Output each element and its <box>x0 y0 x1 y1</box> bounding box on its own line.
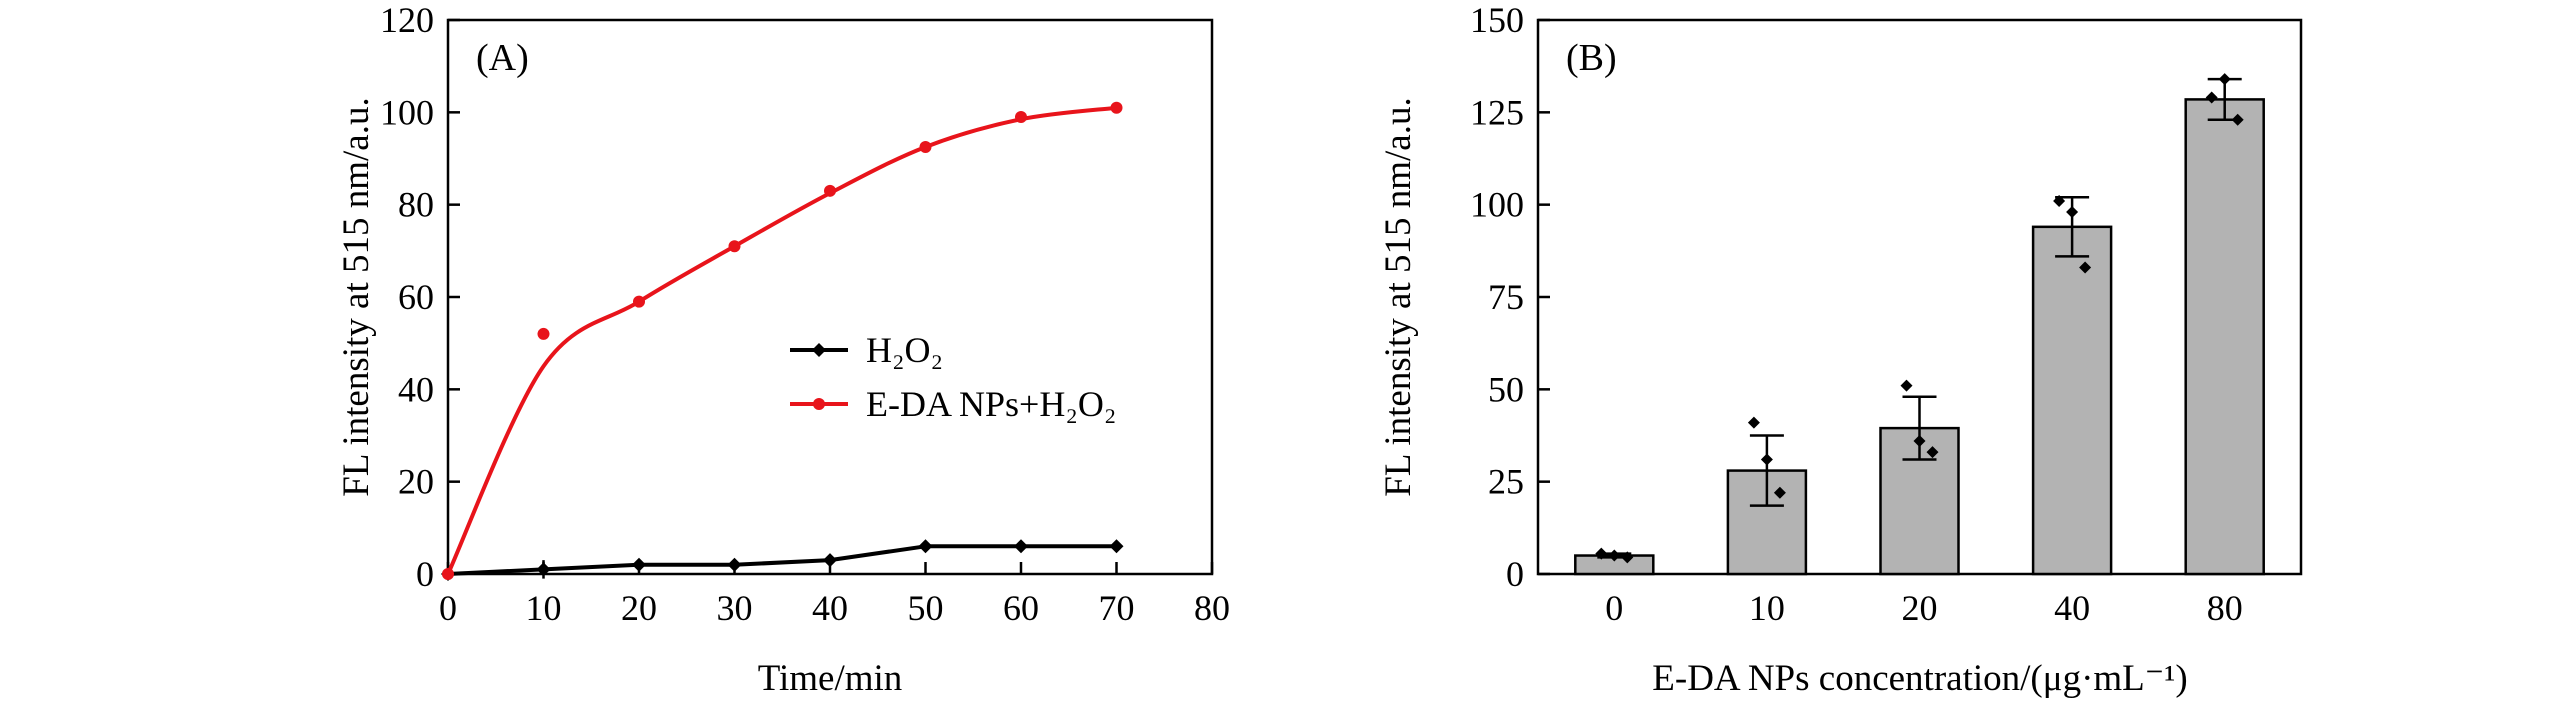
replicate-point <box>1913 435 1926 448</box>
replicate-point <box>1608 549 1621 562</box>
panel-b-y-axis-title: FL intensity at 515 nm/a.u. <box>1378 97 1419 496</box>
bar <box>2184 98 2265 576</box>
panel-a-y-tick-label: 100 <box>380 92 434 132</box>
panel-a-x-tick-label: 20 <box>621 588 657 628</box>
panel-b-y-ticks: 0 25 50 75 100 125 150 <box>1470 0 1550 594</box>
panel-a-x-tick-label: 40 <box>812 588 848 628</box>
panel-a-x-tick-label: 70 <box>1099 588 1135 628</box>
eda-point <box>633 295 645 308</box>
panel-a-x-tick-label: 30 <box>717 588 753 628</box>
eda-point <box>824 184 836 197</box>
panel-a-x-tick-label: 0 <box>439 588 457 628</box>
panel-b-x-tick-label: 80 <box>2207 588 2243 628</box>
panel-a-x-ticks: 0 10 20 30 40 50 60 70 80 <box>439 562 1230 628</box>
h2o2-point <box>1014 539 1028 554</box>
legend-label-h2o2: H₂O₂ <box>866 330 943 370</box>
h2o2-point <box>823 553 837 568</box>
panel-b-x-tick-label: 40 <box>2054 588 2090 628</box>
panel-a-x-tick-label: 50 <box>908 588 944 628</box>
replicate-point <box>2066 206 2079 219</box>
panel-a-x-axis-title: Time/min <box>758 658 903 699</box>
replicate-point <box>1773 486 1786 499</box>
panel-b-x-axis-title: E-DA NPs concentration/(μg·mL⁻¹) <box>1652 658 2187 699</box>
panel-a-x-tick-label: 60 <box>1003 588 1039 628</box>
panel-b-y-tick-label: 100 <box>1470 185 1524 225</box>
h2o2-point <box>632 557 646 572</box>
eda-point <box>537 327 550 340</box>
replicate-point <box>2053 194 2066 207</box>
replicate-point <box>2205 91 2218 104</box>
legend-label-eda: E-DA NPs+H₂O₂ <box>866 384 1116 424</box>
panel-a-y-tick-label: 20 <box>398 462 434 502</box>
panel-b-y-tick-label: 50 <box>1488 369 1524 409</box>
replicate-point <box>2218 73 2231 86</box>
eda-point <box>442 568 454 580</box>
replicate-point <box>1760 453 1773 466</box>
eda-point <box>728 240 741 253</box>
replicate-point <box>1926 446 1939 459</box>
replicate-point <box>1747 416 1760 429</box>
panel-a-line-chart: (A) 0 20 40 60 80 100 120 0 10 20 30 40 50 60 70 80 Ti… <box>336 0 1230 699</box>
replicate-point <box>1900 379 1913 392</box>
panel-b-label: (B) <box>1566 37 1617 79</box>
panel-b-x-tick-label: 20 <box>1902 588 1938 628</box>
h2o2-point <box>727 557 742 572</box>
panel-a-series <box>441 101 1124 581</box>
h2o2-series-line <box>447 544 1117 576</box>
panel-b-x-tick-label: 0 <box>1605 588 1623 628</box>
panel-a-y-axis-title: FL intensity at 515 nm/a.u. <box>336 97 377 496</box>
replicate-point <box>2231 113 2244 126</box>
replicate-point <box>2079 261 2092 274</box>
eda-fit-curve <box>446 105 1117 575</box>
panel-a-label: (A) <box>476 37 529 79</box>
panel-b-y-tick-label: 125 <box>1470 92 1524 132</box>
panel-a-y-tick-label: 120 <box>380 0 434 40</box>
panel-b-y-tick-label: 150 <box>1470 0 1524 40</box>
panel-b-x-tick-label: 10 <box>1749 588 1785 628</box>
panel-b-bar-chart: (B) 0 25 50 75 100 125 150 0 10 20 40 80 E-DA NPs … <box>1378 0 2303 699</box>
replicate-point <box>1595 547 1608 560</box>
eda-point <box>1110 101 1123 114</box>
legend-marker-eda <box>813 398 825 410</box>
panel-a-x-tick-label: 10 <box>526 588 562 628</box>
eda-point <box>919 140 932 153</box>
panel-a-y-tick-label: 0 <box>416 554 434 594</box>
h2o2-point <box>918 539 933 554</box>
panel-a-y-tick-label: 40 <box>398 369 434 409</box>
h2o2-point <box>1109 539 1124 554</box>
panel-a-y-tick-label: 80 <box>398 185 434 225</box>
panel-b-bars: 0 10 20 40 80 <box>1574 73 2265 628</box>
panel-b-y-tick-label: 25 <box>1488 462 1524 502</box>
panel-b-y-tick-label: 0 <box>1506 554 1524 594</box>
h2o2-point <box>536 562 551 577</box>
panel-a-plot-frame <box>446 18 1214 576</box>
panel-b-y-tick-label: 75 <box>1488 277 1524 317</box>
panel-a-y-ticks: 0 20 40 60 80 100 120 <box>380 0 460 594</box>
panel-a-legend: H₂O₂ E-DA NPs+H₂O₂ <box>790 330 1116 424</box>
legend-marker-h2o2 <box>812 343 826 357</box>
eda-point <box>1015 110 1027 123</box>
panel-a-y-tick-label: 60 <box>398 277 434 317</box>
bar <box>2031 225 2113 576</box>
panel-a-x-tick-label: 80 <box>1194 588 1230 628</box>
replicate-point <box>1621 551 1634 564</box>
